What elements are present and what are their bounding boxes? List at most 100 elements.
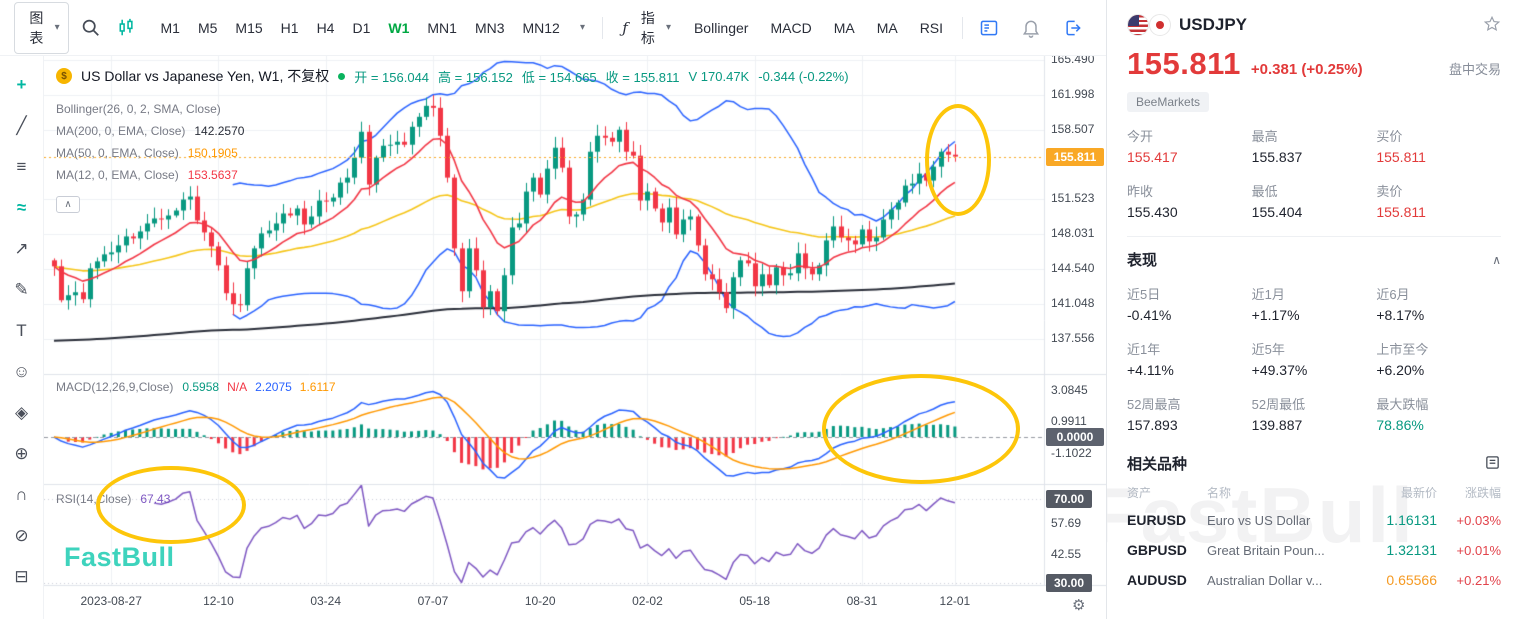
trendline-tool-icon[interactable]: ╱ [9, 113, 35, 137]
favorite-star-button[interactable] [1483, 15, 1501, 36]
macd-legend: MACD(12,26,9,Close) 0.5958 N/A 2.2075 1.611… [56, 380, 336, 394]
rsi-legend: RSI(14,Close) 67.43 [56, 492, 170, 506]
performance-cell: 52周最低 139.887 [1252, 394, 1377, 433]
timeframe-more-button[interactable]: ▾ [574, 13, 591, 43]
drawing-tools-sidebar: + ╱ ≡ ≈ ↗ ✎ T ☺ ◈ ⊕ ∩ ⊘ ⊟ [0, 56, 44, 619]
performance-value: +6.20% [1376, 362, 1425, 378]
timeframe-w1[interactable]: W1 [381, 16, 416, 40]
legend-low: 低 = 154.665 [521, 69, 597, 85]
export-button[interactable] [1058, 13, 1088, 43]
timeframe-mn12[interactable]: MN12 [516, 16, 567, 40]
tag-tool-icon[interactable]: ◈ [9, 400, 35, 424]
related-name: Australian Dollar v... [1207, 572, 1323, 588]
related-row-gbpusd[interactable]: GBPUSD Great Britain Poun... 1.32131 +0.01% [1127, 535, 1501, 565]
search-button[interactable] [76, 13, 105, 43]
indicator-shortcut-rsi[interactable]: RSI [912, 16, 951, 40]
quote-stat-label: 买价 [1376, 129, 1403, 144]
chart-settings-icon[interactable]: ⚙ [1072, 597, 1086, 614]
quote-stats-grid: 今开 155.417 最高 155.837 买价 155.811 昨收 155.430 最低 15… [1127, 126, 1501, 220]
related-title: 相关品种 [1127, 456, 1188, 473]
eraser-tool-icon[interactable]: ⊘ [9, 523, 35, 547]
curve-tool-icon[interactable]: ↗ [9, 236, 35, 260]
ma50-legend-value: 150.1905 [187, 146, 238, 160]
quote-stat-cell: 最高 155.837 [1252, 126, 1377, 165]
price-axis-tick: 151.523 [1051, 191, 1095, 206]
session-status: 盘中交易 [1448, 62, 1501, 77]
performance-cell: 上市至今 +6.20% [1376, 339, 1501, 378]
related-name: Great Britain Poun... [1207, 542, 1325, 558]
indicator-shortcut-macd[interactable]: MACD [762, 16, 819, 40]
related-row-audusd[interactable]: AUDUSD Australian Dollar v... 0.65566 +0.21… [1127, 565, 1501, 595]
legend-close: 收 = 155.811 [605, 69, 680, 85]
indicator-shortcut-ma-3[interactable]: MA [869, 16, 906, 40]
quote-stat-value: 155.417 [1127, 149, 1178, 165]
crosshair-tool-icon[interactable]: + [9, 72, 35, 96]
time-axis-tick: 07-07 [417, 594, 449, 608]
indicator-shortcuts: Bollinger MACD MA MA RSI [686, 16, 951, 40]
macd-legend-value: N/A [227, 380, 248, 394]
layout-button[interactable] [974, 13, 1004, 43]
price-axis-tick: 144.540 [1051, 260, 1095, 275]
quote-stat-cell: 今开 155.417 [1127, 126, 1252, 165]
indicators-button[interactable]: ƒ 指标 ▾ [614, 3, 679, 53]
us-flag-icon [1127, 14, 1149, 36]
indicator-shortcut-ma-2[interactable]: MA [826, 16, 863, 40]
chevron-up-icon[interactable]: ∧ [1492, 252, 1501, 267]
performance-grid: 近5日 -0.41% 近1月 +1.17% 近6月 +8.17% 近1年 +4.11% 近5年 +… [1127, 284, 1501, 433]
macd-legend-values: 0.5958 N/A 2.2075 1.6117 [182, 380, 335, 394]
indicator-shortcut-bollinger[interactable]: Bollinger [686, 16, 756, 40]
quote-stat-cell: 卖价 155.811 [1376, 181, 1501, 220]
section-divider [1127, 236, 1501, 237]
quote-stat-cell: 买价 155.811 [1376, 126, 1501, 165]
top-toolbar: 图表 ▾ M1 M5 M15 H1 H4 D1 W1 MN1 MN3 MN12 ▾ ƒ 指标 ▾ … [0, 0, 1106, 56]
star-icon [1483, 15, 1501, 31]
performance-label: 近6月 [1376, 287, 1410, 302]
related-row-eurusd[interactable]: EURUSD Euro vs US Dollar 1.16131 +0.03% [1127, 505, 1501, 535]
ma50-legend-label: MA(50, 0, EMA, Close) [56, 146, 179, 160]
broker-badge[interactable]: BeeMarkets [1127, 92, 1210, 112]
quote-stat-value: 155.811 [1376, 149, 1426, 165]
candle-style-button[interactable] [112, 13, 141, 43]
price-chart-canvas[interactable] [44, 56, 1106, 619]
brush-tool-icon[interactable]: ✎ [9, 277, 35, 301]
time-axis-tick: 02-02 [632, 594, 663, 608]
performance-cell: 近1年 +4.11% [1127, 339, 1252, 378]
ma200-legend: MA(200, 0, EMA, Close) 142.2570 [56, 124, 244, 138]
timeframe-m1[interactable]: M1 [154, 16, 187, 40]
candlestick-icon [119, 18, 133, 36]
related-name: Euro vs US Dollar [1207, 512, 1311, 528]
timeframe-h1[interactable]: H1 [274, 16, 306, 40]
timeframe-mn1[interactable]: MN1 [420, 16, 464, 40]
performance-label: 近1年 [1127, 342, 1161, 357]
wave-tool-icon[interactable]: ≈ [9, 195, 35, 219]
lines-tool-icon[interactable]: ≡ [9, 154, 35, 178]
chart-type-button[interactable]: 图表 ▾ [14, 1, 69, 54]
quote-stat-value: 155.430 [1127, 204, 1178, 220]
magnet-tool-icon[interactable]: ∩ [9, 482, 35, 506]
rsi-axis-tick: 30.00 [1046, 573, 1092, 592]
quote-stat-label: 最低 [1251, 184, 1278, 199]
collapse-panel-button[interactable]: ∧ [56, 196, 80, 213]
timeframe-m5[interactable]: M5 [191, 16, 224, 40]
quote-stat-cell: 昨收 155.430 [1127, 181, 1252, 220]
legend-high: 高 = 156.152 [438, 69, 513, 85]
related-header-asset: 资产 [1127, 486, 1152, 500]
price-axis-tick: 137.556 [1051, 330, 1095, 345]
related-list-settings-button[interactable] [1484, 454, 1501, 474]
text-tool-icon[interactable]: T [9, 318, 35, 342]
performance-label: 最大跌幅 [1376, 397, 1429, 412]
timeframe-h4[interactable]: H4 [310, 16, 342, 40]
timeframe-d1[interactable]: D1 [345, 16, 377, 40]
last-price: 155.811 [1127, 46, 1241, 81]
alerts-button[interactable] [1016, 13, 1046, 43]
lock-tool-icon[interactable]: ⊟ [9, 564, 35, 588]
quote-stat-value: 155.811 [1376, 204, 1426, 220]
quote-stat-label: 最高 [1251, 129, 1278, 144]
related-table: EURUSD Euro vs US Dollar 1.16131 +0.03% GBPU… [1127, 505, 1501, 595]
emoji-tool-icon[interactable]: ☺ [9, 359, 35, 383]
zoom-tool-icon[interactable]: ⊕ [9, 441, 35, 465]
timeframe-m15[interactable]: M15 [228, 16, 269, 40]
quote-stat-cell: 最低 155.404 [1252, 181, 1377, 220]
search-icon [82, 19, 99, 36]
timeframe-mn3[interactable]: MN3 [468, 16, 512, 40]
